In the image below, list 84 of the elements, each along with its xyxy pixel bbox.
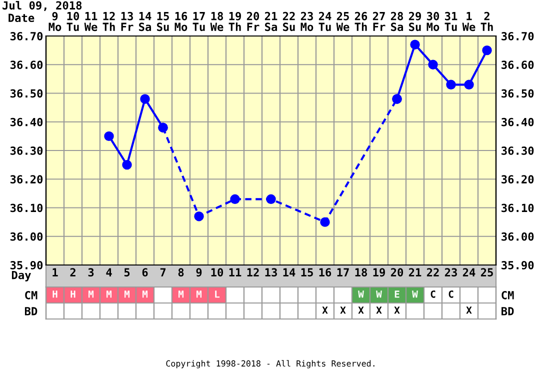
- y-tick-label: 35.90: [10, 260, 43, 270]
- x-tick-label: 19: [373, 268, 385, 277]
- y-tick-label: 36.30: [10, 146, 43, 155]
- x-tick-label: 30 Mo: [426, 12, 440, 32]
- text: C: [430, 290, 436, 298]
- text: X: [322, 306, 328, 314]
- text: X: [358, 306, 364, 314]
- x-tick-label: 23 Mo: [300, 12, 314, 32]
- x-tick-label: 12: [247, 268, 259, 276]
- text: W: [358, 290, 364, 298]
- text: W: [412, 290, 418, 298]
- x-tick-label: 5: [124, 268, 130, 277]
- x-tick-label: 20: [390, 268, 404, 277]
- x-tick-label: 13 Fr: [121, 12, 134, 31]
- text: X: [340, 306, 346, 314]
- text: E: [394, 290, 400, 298]
- x-tick-label: 18: [355, 268, 367, 277]
- text: W: [376, 290, 382, 298]
- x-tick-label: 26 Th: [354, 12, 368, 31]
- y-tick-label: 36.10: [10, 204, 43, 212]
- x-tick-label: 18 We: [210, 12, 224, 32]
- x-tick-label: 29 Su: [408, 12, 421, 32]
- x-tick-label: 28 Sa: [390, 12, 404, 32]
- x-tick-label: 14: [283, 268, 296, 276]
- x-tick-label: 9 Mo: [48, 12, 62, 32]
- text: M: [106, 290, 112, 298]
- x-tick-label: 25 We: [336, 12, 350, 32]
- x-tick-label: 27 Fr: [372, 12, 386, 31]
- x-tick-label: 12 Th: [102, 12, 115, 31]
- x-tick-label: 10 Tu: [66, 12, 80, 32]
- text: H: [70, 290, 76, 298]
- x-tick-label: 16: [319, 268, 332, 277]
- x-tick-label: 22 Su: [282, 12, 295, 32]
- y-tick-label: 36.20: [10, 175, 43, 184]
- text: X: [466, 306, 472, 314]
- x-tick-label: 2 Th: [480, 12, 493, 31]
- text: M: [196, 290, 202, 298]
- y-tick-label: 36.70: [10, 32, 43, 40]
- text: C: [448, 290, 454, 298]
- x-tick-label: 14 Sa: [139, 12, 152, 32]
- x-tick-label: 2: [70, 268, 76, 276]
- y-tick-label: 36.50: [10, 89, 43, 98]
- text: H: [52, 290, 58, 298]
- x-tick-label: 17 Tu: [192, 12, 205, 32]
- x-tick-label: 19 Th: [228, 12, 241, 31]
- x-tick-label: 16 Mo: [174, 12, 188, 32]
- text: L: [215, 290, 220, 298]
- x-tick-label: 23: [444, 268, 457, 277]
- x-tick-label: 15 Su: [157, 12, 169, 32]
- x-axis-title: Date: [8, 14, 34, 22]
- x-tick-label: 24 Tu: [318, 12, 332, 32]
- y-tick-label: 36.60: [10, 60, 43, 70]
- text: X: [376, 306, 382, 314]
- x-tick-label: 8: [178, 268, 184, 277]
- y-tick-label: 36.40: [10, 118, 43, 126]
- x-tick-label: 20 Fr: [246, 12, 260, 31]
- x-tick-label: 11 We: [84, 12, 98, 32]
- x-tick-label: 9: [196, 268, 202, 277]
- x-axis-title: Day: [12, 270, 31, 282]
- chart-title: Jul 09, 2018: [2, 1, 82, 11]
- x-tick-label: 3: [88, 268, 94, 277]
- text: Copyright 1998-2018 - All Rights Reserved.: [166, 360, 374, 368]
- x-tick-label: 1 We: [462, 12, 476, 32]
- x-tick-label: 11: [229, 268, 242, 276]
- x-tick-label: 10: [211, 268, 224, 277]
- text: M: [124, 290, 130, 298]
- x-tick-label: 13: [265, 268, 277, 277]
- x-tick-label: 7: [160, 268, 166, 276]
- y-tick-label: 36.00: [10, 232, 43, 241]
- x-tick-label: 24: [462, 268, 476, 276]
- x-tick-label: 17: [337, 268, 349, 276]
- x-tick-label: 1: [52, 268, 58, 276]
- x-tick-label: 31 Tu: [444, 12, 458, 32]
- x-tick-label: 21 Sa: [264, 12, 278, 32]
- text: X: [394, 306, 400, 314]
- text: M: [178, 290, 184, 298]
- x-tick-label: 15: [301, 268, 313, 277]
- x-tick-label: 22: [426, 268, 439, 276]
- x-tick-label: 25: [480, 268, 493, 277]
- x-tick-label: 4: [106, 268, 112, 276]
- text: M: [88, 290, 94, 298]
- text: M: [142, 290, 148, 298]
- x-tick-label: 21: [408, 268, 422, 276]
- x-tick-label: 6: [142, 268, 148, 277]
